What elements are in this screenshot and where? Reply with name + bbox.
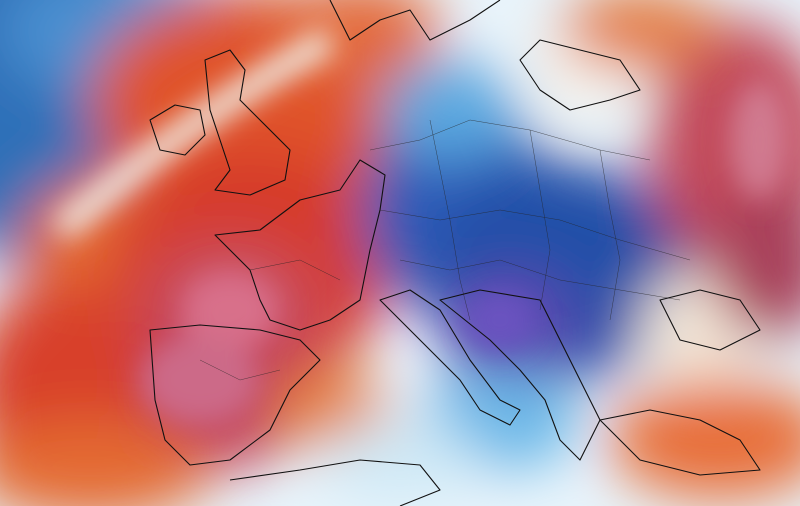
scandinavia <box>329 0 501 41</box>
iberia <box>149 324 321 466</box>
baltic <box>519 39 641 111</box>
detail-field <box>51 28 790 425</box>
france <box>214 159 386 331</box>
north-africa <box>229 459 441 506</box>
italy <box>379 289 521 426</box>
border <box>199 359 281 381</box>
border <box>599 149 621 321</box>
black-sea <box>659 289 761 351</box>
balkans <box>439 289 601 461</box>
border <box>529 129 551 311</box>
coastlines <box>149 0 761 506</box>
border <box>249 259 341 281</box>
border <box>399 259 681 301</box>
border <box>379 209 691 261</box>
border <box>429 119 471 321</box>
britain <box>204 49 291 196</box>
ireland <box>149 104 206 156</box>
anatolia <box>599 409 761 476</box>
borders <box>199 119 691 381</box>
border <box>369 119 651 161</box>
